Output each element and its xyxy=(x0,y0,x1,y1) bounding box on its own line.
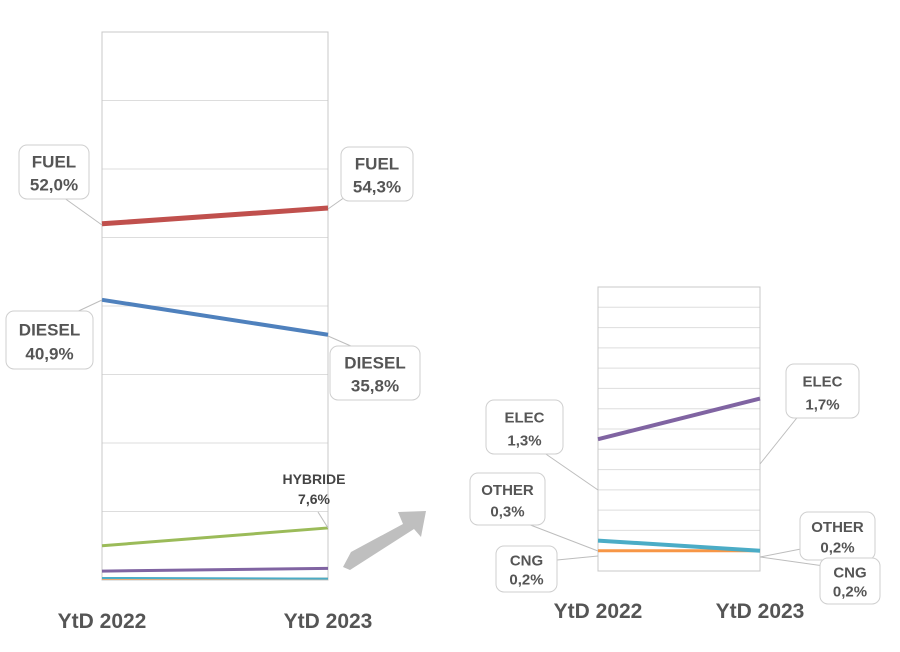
right-plot-grid xyxy=(597,286,761,572)
callout-value: 7,6% xyxy=(298,491,330,507)
callout-box xyxy=(819,557,881,605)
callout-cng-ytd2023-right: CNG 0,2% xyxy=(759,556,881,605)
callout-series-name: ELEC xyxy=(802,374,842,391)
callout-leader xyxy=(539,449,599,491)
callout-other-ytd2022-right: OTHER 0,3% xyxy=(469,472,599,552)
series-line-elec-left xyxy=(101,566,329,573)
callout-series-name: OTHER xyxy=(481,482,534,499)
callout-series-name: DIESEL xyxy=(344,354,405,373)
callout-leader xyxy=(759,547,807,558)
data-label-callouts: FUEL 52,0% FUEL 54,3% DIESEL 40,9% DIESEL 35,8%… xyxy=(5,144,881,605)
plot-frame xyxy=(101,31,329,581)
callout-elec-ytd2023-right: ELEC 1,7% xyxy=(759,363,860,465)
callout-series-name: CNG xyxy=(833,564,866,581)
callout-value: 35,8% xyxy=(351,376,399,395)
callout-leader xyxy=(759,413,801,465)
callout-fuel-ytd2023-left: FUEL 54,3% xyxy=(327,146,414,210)
callout-value: 0,2% xyxy=(833,584,867,601)
callout-value: 40,9% xyxy=(25,345,73,364)
zoom-arrow xyxy=(343,511,426,570)
callout-value: 1,3% xyxy=(507,432,541,449)
callout-value: 0,2% xyxy=(820,539,854,556)
callout-other-ytd2023-right: OTHER 0,2% xyxy=(759,511,876,561)
x-tick-label: YtD 2022 xyxy=(58,610,147,633)
callout-diesel-ytd2022-left: DIESEL 40,9% xyxy=(5,299,103,370)
callout-diesel-ytd2023-left: DIESEL 35,8% xyxy=(327,335,421,401)
callout-box xyxy=(18,144,90,200)
callout-box xyxy=(469,472,546,526)
series-line-hybride-left xyxy=(101,526,329,548)
series-line-other-left xyxy=(101,576,329,580)
callout-leader xyxy=(556,555,599,561)
callout-cng-ytd2022-right: CNG 0,2% xyxy=(495,545,599,593)
label-hybride-ytd2023: HYBRIDE 7,6% xyxy=(282,471,346,529)
x-tick-label: YtD 2022 xyxy=(554,600,643,623)
callout-series-name: DIESEL xyxy=(19,320,80,339)
callout-value: 0,2% xyxy=(509,572,543,589)
callout-series-name: FUEL xyxy=(32,153,76,172)
callout-value: 1,7% xyxy=(805,396,839,413)
x-axis-labels: YtD 2022 YtD 2023 YtD 2022 YtD 2023 xyxy=(58,600,805,633)
callout-box xyxy=(485,399,564,455)
callout-box xyxy=(5,310,94,370)
callout-leader xyxy=(327,196,346,210)
arrow-shape xyxy=(343,511,426,570)
series-line-elec-right xyxy=(597,396,761,442)
callout-elec-ytd2022-right: ELEC 1,3% xyxy=(485,399,599,491)
callout-box xyxy=(329,345,421,401)
callout-series-name: OTHER xyxy=(811,519,864,536)
callout-value: 52,0% xyxy=(30,175,78,194)
callout-value: 0,3% xyxy=(490,504,524,521)
callout-leader xyxy=(519,520,599,552)
callout-value: 54,3% xyxy=(353,177,401,196)
series-line-diesel-left xyxy=(101,297,329,337)
callout-leader xyxy=(59,194,103,226)
callout-box xyxy=(785,363,860,419)
series-lines xyxy=(101,205,761,580)
callout-box xyxy=(495,545,558,593)
callout-leader xyxy=(759,556,825,567)
callout-series-name: HYBRIDE xyxy=(282,471,345,487)
plot-frame xyxy=(597,286,761,572)
series-line-fuel-left xyxy=(101,205,329,227)
callout-box xyxy=(340,146,414,202)
x-tick-label: YtD 2023 xyxy=(284,610,373,633)
callout-series-name: FUEL xyxy=(355,155,399,174)
series-line-other-right xyxy=(597,538,761,553)
x-tick-label: YtD 2023 xyxy=(716,600,805,623)
callout-series-name: CNG xyxy=(510,552,543,569)
callout-series-name: ELEC xyxy=(504,410,544,427)
callout-fuel-ytd2022-left: FUEL 52,0% xyxy=(18,144,103,226)
callout-leader xyxy=(317,511,329,529)
